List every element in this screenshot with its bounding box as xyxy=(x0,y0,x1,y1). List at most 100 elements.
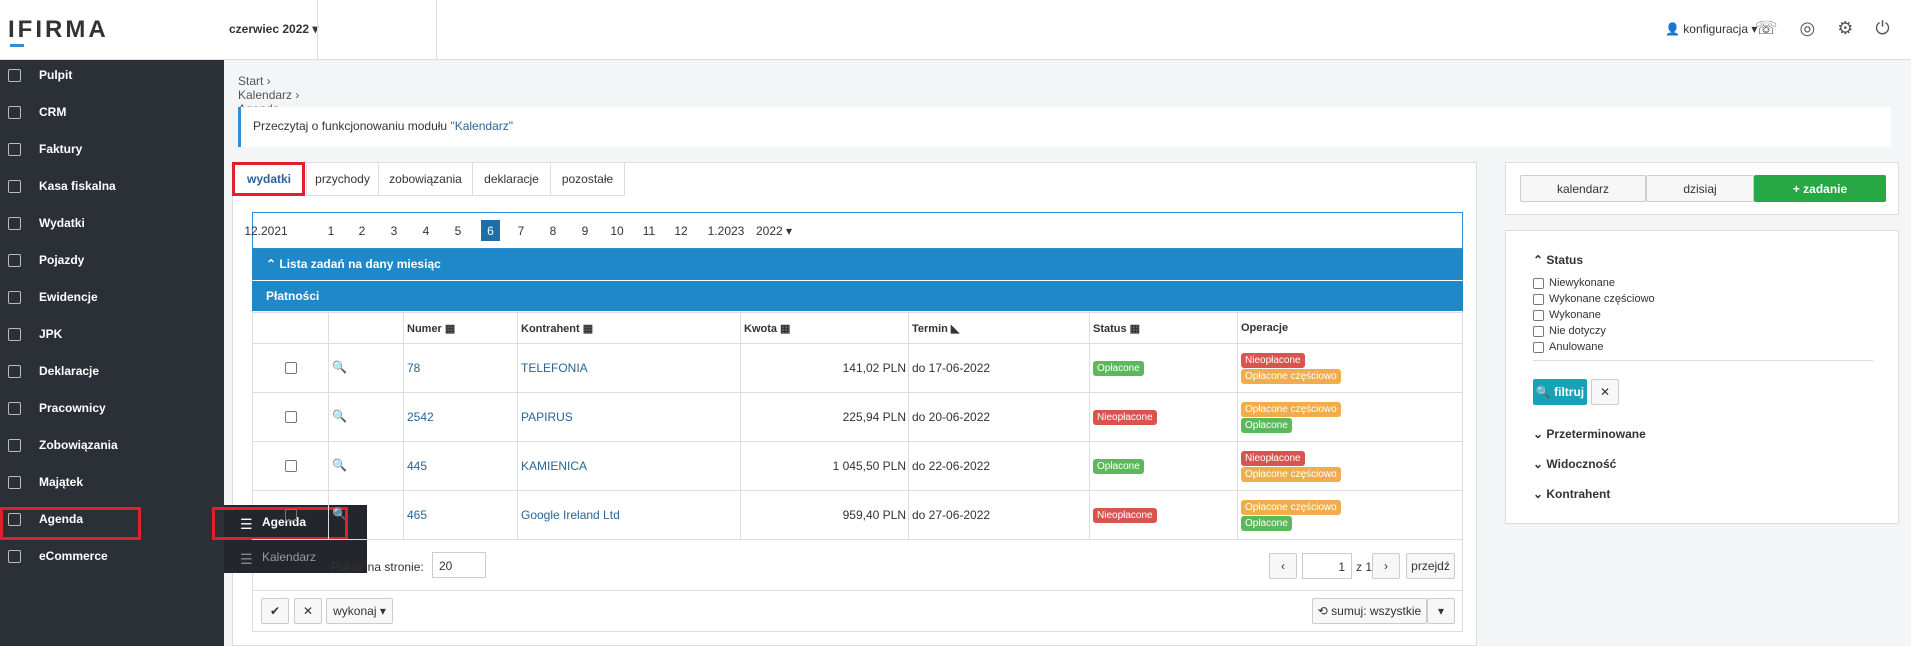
per-page[interactable]: 20 xyxy=(432,552,486,578)
uncheck[interactable]: ✕ xyxy=(294,598,322,624)
filter-section[interactable]: ⌄ Widoczność xyxy=(1533,457,1617,471)
sidebar-item[interactable]: Faktury xyxy=(39,142,83,156)
sidebar-item[interactable]: CRM xyxy=(39,105,67,119)
page[interactable]: 1 xyxy=(1302,553,1352,579)
search-icon[interactable]: 🔍 xyxy=(332,360,347,374)
number[interactable]: 2542 xyxy=(407,410,434,424)
column-header[interactable]: Numer ▦ xyxy=(407,323,456,335)
checkbox[interactable] xyxy=(285,411,297,423)
sidebar-item[interactable]: Pracownicy xyxy=(39,401,106,415)
month[interactable]: 9 xyxy=(581,223,589,238)
status-title[interactable]: ⌃ Status xyxy=(1533,253,1584,267)
month[interactable]: 1 xyxy=(327,223,335,238)
go[interactable]: przejdź xyxy=(1406,553,1455,579)
clear-filter[interactable]: ✕ xyxy=(1591,379,1619,405)
tab[interactable]: przychody xyxy=(307,162,379,196)
column-header[interactable]: Kwota ▦ xyxy=(744,323,791,335)
sidebar-item[interactable]: Pulpit xyxy=(39,68,73,82)
next[interactable]: › xyxy=(1372,553,1400,579)
status-checkbox[interactable] xyxy=(1533,294,1544,305)
sidebar xyxy=(0,60,224,646)
column-header[interactable]: Status ▦ xyxy=(1093,323,1141,335)
sidebar-item[interactable]: Deklaracje xyxy=(39,364,100,378)
status: Opłacone xyxy=(1093,361,1144,376)
operation[interactable]: Opłacone częściowo xyxy=(1241,467,1341,482)
info-link[interactable]: "Kalendarz" xyxy=(450,119,513,133)
submenu-item[interactable]: Kalendarz xyxy=(262,550,317,564)
sidebar-item[interactable]: Pojazdy xyxy=(39,253,85,267)
month[interactable]: 3 xyxy=(390,223,398,238)
operation[interactable]: Opłacone xyxy=(1241,418,1292,433)
month[interactable]: 1.2023 xyxy=(707,223,745,238)
check-all[interactable]: ✔ xyxy=(261,598,289,624)
user-menu[interactable]: 👤 konfiguracja ▾ xyxy=(1665,22,1758,36)
column-header[interactable]: Kontrahent ▦ xyxy=(521,323,594,335)
crumb[interactable]: Kalendarz › xyxy=(238,88,300,102)
number[interactable]: 445 xyxy=(407,459,428,473)
operation[interactable]: Nieopłacone xyxy=(1241,353,1305,368)
status-checkbox[interactable] xyxy=(1533,278,1544,289)
month[interactable]: 6 xyxy=(481,220,500,241)
tab[interactable]: deklaracje xyxy=(473,162,551,196)
month[interactable]: 10 xyxy=(610,223,624,238)
operation[interactable]: Opłacone częściowo xyxy=(1241,500,1341,515)
right-button[interactable]: + zadanie xyxy=(1754,175,1886,202)
period-select[interactable]: czerwiec 2022 ▾ xyxy=(229,22,319,36)
month[interactable]: 12.2021 xyxy=(244,223,288,238)
filter-button[interactable]: 🔍 filtruj xyxy=(1533,379,1587,405)
number[interactable]: 78 xyxy=(407,361,421,375)
prev[interactable]: ‹ xyxy=(1269,553,1297,579)
search-icon[interactable]: 🔍 xyxy=(332,458,347,472)
sidebar-item[interactable]: eCommerce xyxy=(39,549,108,563)
sidebar-item[interactable]: Kasa fiskalna xyxy=(39,179,116,193)
operation[interactable]: Opłacone częściowo xyxy=(1241,402,1341,417)
status-checkbox[interactable] xyxy=(1533,310,1544,321)
tab[interactable]: pozostałe xyxy=(551,162,625,196)
amount: 959,40 PLN xyxy=(842,508,906,522)
search-icon[interactable]: 🔍 xyxy=(332,507,347,521)
crumb[interactable]: Start › xyxy=(238,74,271,88)
search-icon[interactable]: 🔍 xyxy=(332,409,347,423)
sidebar-icon xyxy=(8,402,21,415)
operation[interactable]: Nieopłacone xyxy=(1241,451,1305,466)
tab[interactable]: wydatki xyxy=(232,162,307,196)
month[interactable]: 12 xyxy=(674,223,688,238)
info-text: Przeczytaj o funkcjonowaniu modułu xyxy=(253,119,451,133)
sum-toggle[interactable]: ▾ xyxy=(1427,598,1455,624)
status-checkbox[interactable] xyxy=(1533,342,1544,353)
month[interactable]: 2 xyxy=(358,223,366,238)
submenu-item[interactable]: Agenda xyxy=(262,515,307,529)
month[interactable]: 7 xyxy=(517,223,525,238)
tab[interactable]: zobowiązania xyxy=(379,162,473,196)
checkbox[interactable] xyxy=(285,460,297,472)
month[interactable]: 2022 ▾ xyxy=(755,223,793,238)
sidebar-item[interactable]: Wydatki xyxy=(39,216,85,230)
month[interactable]: 8 xyxy=(549,223,557,238)
execute[interactable]: wykonaj ▾ xyxy=(326,598,393,624)
sidebar-item[interactable]: JPK xyxy=(39,327,63,341)
sidebar-item[interactable]: Agenda xyxy=(39,512,84,526)
month[interactable]: 11 xyxy=(642,223,656,238)
checkbox[interactable] xyxy=(285,362,297,374)
filter-section[interactable]: ⌄ Przeterminowane xyxy=(1533,427,1646,441)
operation[interactable]: Opłacone xyxy=(1241,516,1292,531)
checkbox[interactable] xyxy=(285,509,297,521)
sidebar-item[interactable]: Zobowiązania xyxy=(39,438,118,452)
sidebar-item[interactable]: Ewidencje xyxy=(39,290,98,304)
month[interactable]: 4 xyxy=(422,223,430,238)
number[interactable]: 465 xyxy=(407,508,428,522)
right-button[interactable]: kalendarz xyxy=(1520,175,1646,202)
contractor[interactable]: KAMIENICA xyxy=(521,459,588,473)
sum[interactable]: ⟲ sumuj: wszystkie xyxy=(1312,598,1427,624)
status-checkbox[interactable] xyxy=(1533,326,1544,337)
sidebar-item[interactable]: Majątek xyxy=(39,475,84,489)
right-button[interactable]: dzisiaj xyxy=(1646,175,1754,202)
contractor[interactable]: TELEFONIA xyxy=(521,361,588,375)
operation[interactable]: Opłacone częściowo xyxy=(1241,369,1341,384)
contractor[interactable]: Google Ireland Ltd xyxy=(521,508,620,522)
column-header[interactable]: Termin ◣ xyxy=(912,323,960,335)
filter-section[interactable]: ⌄ Kontrahent xyxy=(1533,487,1611,501)
month[interactable]: 5 xyxy=(454,223,462,238)
amount: 225,94 PLN xyxy=(842,410,906,424)
contractor[interactable]: PAPIRUS xyxy=(521,410,573,424)
